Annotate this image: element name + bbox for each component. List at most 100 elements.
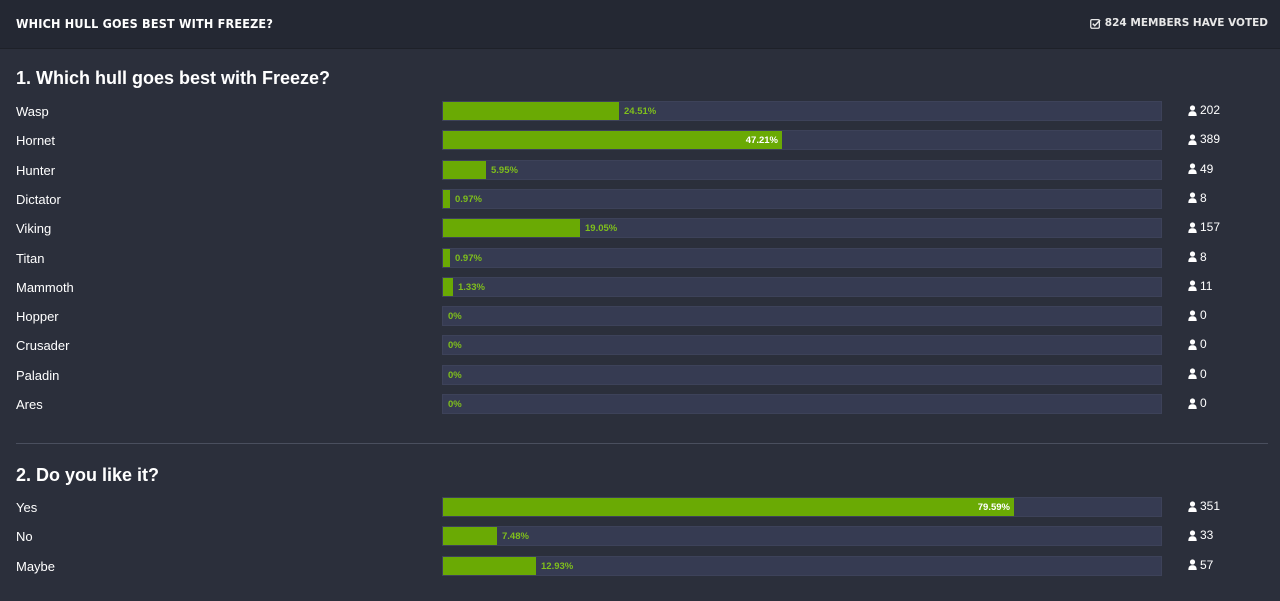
poll-option-row: Yes 79.59% 351 (0, 497, 1280, 519)
result-bar-track: 47.21% (442, 130, 1162, 151)
poll-option-row: Paladin 0% 0 (0, 364, 1280, 387)
option-vote-count: 0 (1188, 396, 1207, 410)
poll-option-row: Wasp 24.51% 202 (0, 101, 1280, 123)
option-vote-count: 0 (1188, 367, 1207, 381)
result-bar-track: 79.59% (442, 497, 1162, 517)
vote-count-number: 351 (1200, 499, 1221, 513)
result-bar-track: 19.05% (442, 218, 1162, 239)
result-bar-fill (443, 189, 450, 208)
option-label: Hornet (16, 133, 56, 149)
vote-count-number: 0 (1200, 396, 1207, 410)
user-icon (1188, 163, 1197, 175)
option-vote-count: 11 (1188, 279, 1212, 293)
option-vote-count: 389 (1188, 132, 1220, 146)
vote-count-number: 0 (1200, 366, 1207, 381)
option-percent: 24.51% (624, 106, 657, 117)
result-bar-fill (443, 219, 580, 238)
vote-count-number: 389 (1200, 132, 1221, 147)
poll-option-row: Crusader 0% 0 (0, 335, 1280, 357)
user-icon (1188, 134, 1197, 145)
result-bar-fill (443, 277, 453, 296)
option-label: Mammoth (16, 279, 74, 295)
option-label: Viking (16, 221, 52, 237)
option-percent: 0% (448, 399, 462, 410)
vote-count-number: 0 (1200, 308, 1207, 323)
option-percent: 1.33% (458, 281, 485, 293)
user-icon (1188, 530, 1197, 541)
result-bar-track: 0% (442, 364, 1162, 385)
result-bar-track: 1.33% (442, 276, 1162, 297)
poll-option-row: Viking 19.05% 157 (0, 218, 1280, 240)
poll-option-row: No 7.48% 33 (0, 526, 1280, 548)
result-bar-track: 7.48% (442, 526, 1162, 547)
option-vote-count: 49 (1188, 162, 1213, 176)
poll-option-row: Hopper 0% 0 (0, 306, 1280, 328)
option-label: Wasp (16, 104, 49, 119)
result-bar-track: 24.51% (442, 101, 1162, 121)
vote-count-number: 57 (1200, 557, 1214, 572)
poll-option-row: Dictator 0.97% 8 (0, 188, 1280, 211)
vote-count-number: 8 (1200, 190, 1207, 205)
option-percent: 7.48% (502, 531, 529, 543)
result-bar-fill (443, 160, 486, 179)
user-icon (1188, 309, 1197, 321)
option-percent: 12.93% (541, 560, 574, 572)
option-label: Hopper (16, 309, 59, 325)
poll-option-row: Ares 0% 0 (0, 394, 1280, 416)
question-2-title: 2. Do you like it? (16, 465, 160, 485)
option-percent: 0% (448, 369, 462, 381)
option-label: Hunter (16, 162, 56, 178)
user-icon (1188, 500, 1197, 512)
option-percent: 0.97% (455, 193, 482, 205)
question-1-title: 1. Which hull goes best with Freeze? (16, 68, 331, 88)
option-percent: 47.21% (745, 135, 778, 147)
option-vote-count: 57 (1188, 558, 1213, 572)
user-icon (1188, 559, 1197, 571)
user-icon (1188, 192, 1197, 204)
poll-title: Which hull goes best with Freeze? (16, 16, 274, 31)
result-bar-track: 0% (442, 335, 1162, 356)
votes-count-text: 824 members have voted (1104, 17, 1268, 29)
result-bar-track: 0% (442, 306, 1162, 327)
check-square-icon (1089, 18, 1101, 29)
option-percent: 0% (448, 340, 462, 352)
result-bar-track: 0% (442, 394, 1162, 414)
result-bar-track: 5.95% (442, 159, 1162, 180)
option-vote-count: 33 (1188, 528, 1213, 542)
user-icon (1188, 222, 1197, 233)
option-label: Titan (16, 250, 45, 266)
poll-option-row: Hornet 47.21% 389 (0, 130, 1280, 152)
option-vote-count: 351 (1188, 499, 1220, 513)
result-bar-fill (443, 131, 782, 150)
vote-count-number: 49 (1200, 161, 1214, 176)
result-bar-fill (443, 527, 497, 546)
vote-count-number: 157 (1200, 220, 1221, 235)
option-label: Yes (16, 500, 38, 515)
option-label: Dictator (16, 191, 61, 207)
poll-option-row: Titan 0.97% 8 (0, 247, 1280, 270)
poll-option-row: Maybe 12.93% 57 (0, 555, 1280, 578)
poll-header: Which hull goes best with Freeze? 824 me… (0, 0, 1280, 49)
option-vote-count: 157 (1188, 220, 1220, 234)
question-divider (16, 443, 1268, 444)
option-vote-count: 8 (1188, 250, 1207, 264)
user-icon (1188, 104, 1197, 116)
option-vote-count: 8 (1188, 191, 1207, 205)
option-percent: 5.95% (491, 164, 518, 176)
vote-count-number: 0 (1200, 337, 1207, 352)
option-label: Paladin (16, 367, 60, 383)
result-bar-fill (443, 556, 536, 575)
user-icon (1188, 251, 1197, 262)
option-percent: 19.05% (585, 223, 618, 235)
option-label: No (16, 529, 33, 545)
poll-option-row: Hunter 5.95% 49 (0, 159, 1280, 182)
vote-count-number: 11 (1200, 278, 1213, 293)
result-bar-fill (443, 102, 619, 120)
option-vote-count: 202 (1188, 103, 1220, 117)
result-bar-fill (443, 498, 1014, 516)
vote-count-number: 202 (1200, 103, 1221, 117)
option-label: Crusader (16, 338, 70, 354)
vote-count-number: 33 (1200, 528, 1214, 543)
option-vote-count: 0 (1188, 337, 1207, 351)
option-percent: 79.59% (977, 502, 1010, 513)
